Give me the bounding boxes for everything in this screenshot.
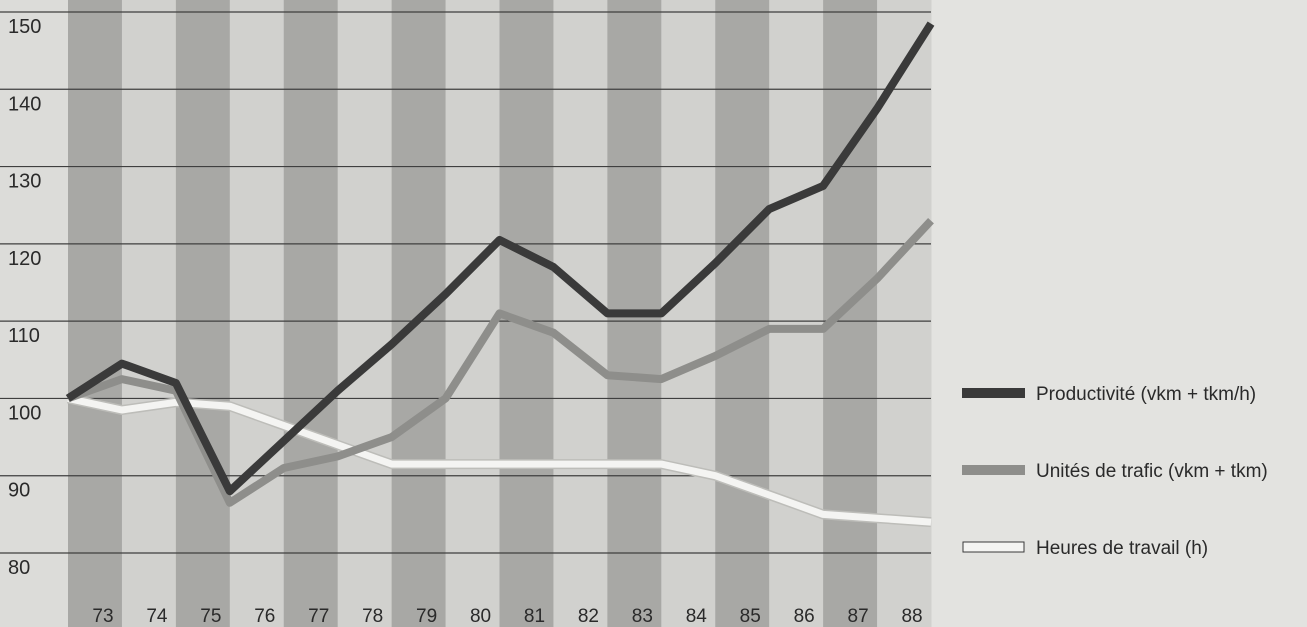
year-band-84 xyxy=(661,0,716,627)
year-band-86 xyxy=(769,0,824,627)
x-tick-label-75: 75 xyxy=(200,606,221,627)
x-tick-label-80: 80 xyxy=(470,606,491,627)
year-band-82 xyxy=(553,0,608,627)
year-band-79 xyxy=(391,0,447,627)
plot-margin xyxy=(0,0,68,627)
y-tick-label-150: 150 xyxy=(8,16,41,38)
series-line-1 xyxy=(65,21,935,496)
year-band-74 xyxy=(121,0,177,627)
x-tick-label-76: 76 xyxy=(254,606,275,627)
x-tick-label-74: 74 xyxy=(146,606,168,627)
year-band-77 xyxy=(283,0,339,627)
series-group xyxy=(65,21,935,528)
year-band-76 xyxy=(229,0,285,627)
legend-swatch-1 xyxy=(962,388,1025,398)
x-tick-label-83: 83 xyxy=(632,606,653,627)
x-tick-label-81: 81 xyxy=(524,606,545,627)
y-tick-label-100: 100 xyxy=(8,402,41,424)
year-band-78 xyxy=(337,0,393,627)
legend-swatch-3 xyxy=(962,541,1025,553)
year-band-80 xyxy=(445,0,500,627)
year-band-group xyxy=(0,0,932,627)
year-band-87 xyxy=(823,0,878,627)
x-tick-label-79: 79 xyxy=(416,606,437,627)
year-band-75 xyxy=(175,0,231,627)
x-tick-group: 73 74 75 76 77 78 79 80 81 82 83 84 85 86 87 88 xyxy=(92,606,922,627)
y-tick-group: 80 90 100 110 120 130 140 150 xyxy=(8,16,41,579)
x-tick-label-77: 77 xyxy=(308,606,329,627)
legend-swatch-2 xyxy=(962,465,1025,475)
y-tick-label-80: 80 xyxy=(8,557,30,579)
x-tick-label-84: 84 xyxy=(686,606,708,627)
legend-label-1: Productivité (vkm + tkm/h) xyxy=(1036,384,1256,405)
gridline-group xyxy=(0,11,931,554)
x-tick-label-73: 73 xyxy=(92,606,113,627)
x-tick-label-85: 85 xyxy=(740,606,761,627)
legend-label-2: Unités de trafic (vkm + tkm) xyxy=(1036,461,1268,482)
series-line-3 xyxy=(67,394,932,526)
x-tick-label-78: 78 xyxy=(362,606,383,627)
year-band-85 xyxy=(715,0,770,627)
x-tick-label-82: 82 xyxy=(578,606,599,627)
y-tick-label-110: 110 xyxy=(8,325,40,347)
year-band-73 xyxy=(68,0,123,627)
x-tick-label-86: 86 xyxy=(794,606,815,627)
x-tick-label-87: 87 xyxy=(848,606,869,627)
series-line-2 xyxy=(66,217,934,507)
y-tick-label-120: 120 xyxy=(8,248,41,270)
y-tick-label-140: 140 xyxy=(8,93,41,115)
y-tick-label-130: 130 xyxy=(8,171,41,193)
legend: Productivité (vkm + tkm/h) Unités de traf… xyxy=(962,384,1268,559)
x-tick-label-88: 88 xyxy=(901,606,922,627)
legend-label-3: Heures de travail (h) xyxy=(1036,538,1208,559)
y-tick-label-90: 90 xyxy=(8,480,30,502)
